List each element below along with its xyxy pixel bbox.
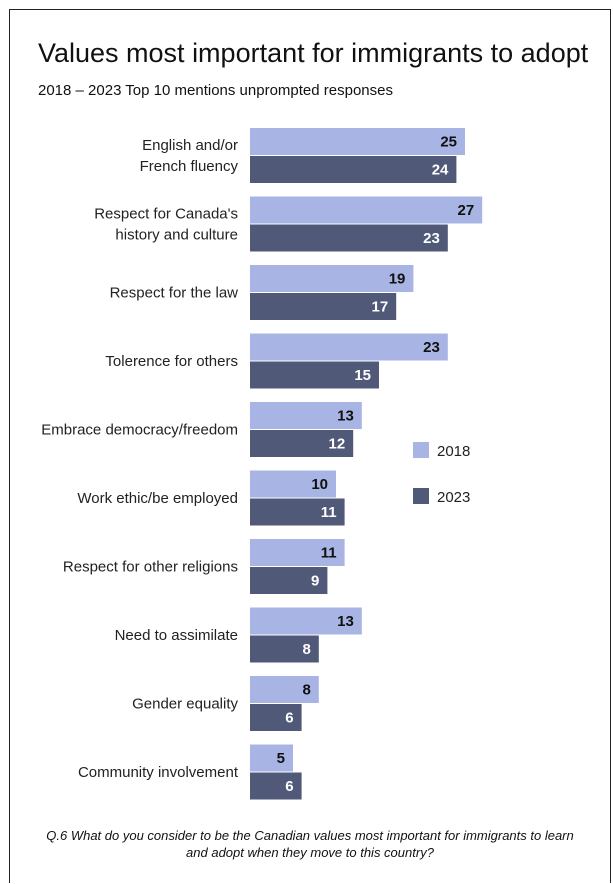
category-label: Work ethic/be employed <box>77 490 238 507</box>
data-label-2023: 23 <box>423 230 440 247</box>
bar-2023 <box>250 772 302 800</box>
bar-2018 <box>250 607 362 635</box>
data-label-2018: 25 <box>440 134 457 151</box>
data-label-2018: 5 <box>277 750 285 767</box>
legend-swatch-2018 <box>413 442 429 458</box>
data-label-2023: 6 <box>285 710 293 727</box>
bar-2023 <box>250 704 302 731</box>
data-label-2018: 23 <box>423 339 440 356</box>
category-label: Respect for the law <box>110 285 239 302</box>
legend-label-2018: 2018 <box>437 443 470 460</box>
data-label-2023: 8 <box>302 641 310 658</box>
data-label-2018: 13 <box>337 613 354 630</box>
category-label: Tolerence for others <box>105 353 238 370</box>
data-label-2023: 24 <box>432 162 449 179</box>
chart-title: Values most important for immigrants to … <box>38 38 589 68</box>
bar-2023 <box>250 635 319 663</box>
bar-2018 <box>250 744 293 772</box>
data-label-2023: 11 <box>321 504 337 521</box>
data-label-2023: 9 <box>311 573 319 590</box>
category-label: French fluency <box>140 158 239 175</box>
bar-2023 <box>250 361 379 389</box>
data-label-2023: 17 <box>372 299 389 316</box>
bar-2018 <box>250 470 336 498</box>
category-label: Respect for other religions <box>63 559 238 576</box>
bar-2023 <box>250 430 354 457</box>
data-label-2023: 6 <box>285 778 293 795</box>
category-label: history and culture <box>115 227 238 244</box>
legend-swatch-2023 <box>413 488 429 504</box>
category-label: English and/or <box>142 137 238 154</box>
data-label-2018: 10 <box>311 476 328 493</box>
bar-2018 <box>250 128 465 155</box>
data-label-2018: 27 <box>458 202 475 219</box>
category-label: Need to assimilate <box>115 627 238 644</box>
chart-subtitle: 2018 – 2023 Top 10 mentions unprompted r… <box>38 82 393 99</box>
bar-2018 <box>250 333 448 361</box>
bar-2023 <box>250 567 328 594</box>
data-label-2018: 11 <box>321 545 337 562</box>
data-label-2023: 15 <box>354 367 371 384</box>
bar-2018 <box>250 265 414 292</box>
bar-2018 <box>250 539 345 566</box>
category-label: Embrace democracy/freedom <box>41 422 238 439</box>
category-label: Gender equality <box>132 696 238 713</box>
data-label-2023: 12 <box>329 436 346 453</box>
bar-2018 <box>250 402 362 429</box>
data-label-2018: 19 <box>389 271 406 288</box>
bar-2023 <box>250 156 457 183</box>
bar-2018 <box>250 196 483 224</box>
bar-2018 <box>250 676 319 703</box>
bar-2023 <box>250 293 397 320</box>
category-label: Community involvement <box>78 764 239 781</box>
chart-frame <box>9 9 611 883</box>
bar-2023 <box>250 224 448 252</box>
legend-label-2023: 2023 <box>437 489 470 506</box>
chart-footnote: Q.6 What do you consider to be the Canad… <box>46 828 574 860</box>
bar-2023 <box>250 498 345 526</box>
category-label: Respect for Canada's <box>94 206 238 223</box>
data-label-2018: 13 <box>337 408 354 425</box>
data-label-2018: 8 <box>302 682 310 699</box>
